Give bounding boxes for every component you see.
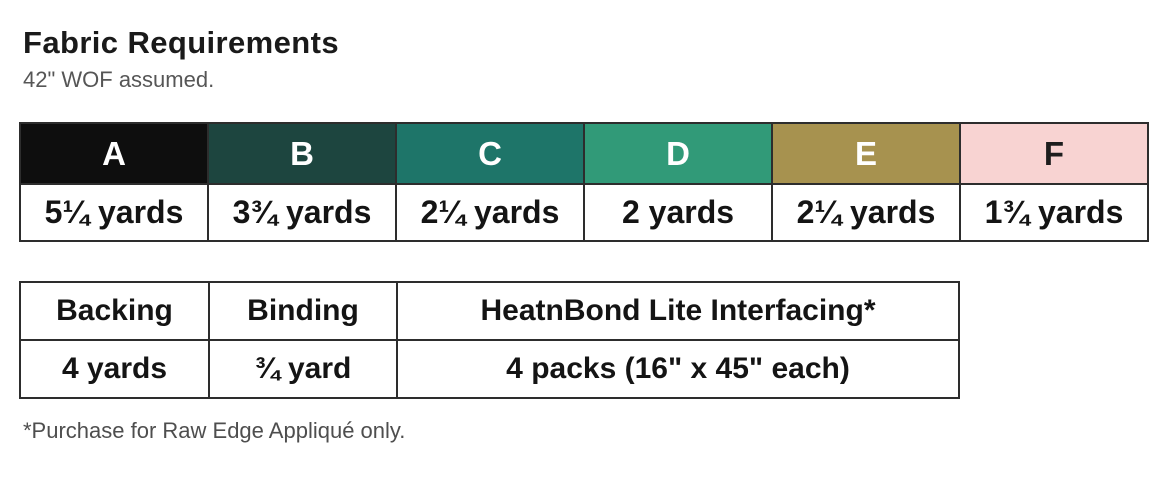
supplies-table: Backing Binding HeatnBond Lite Interfaci… bbox=[19, 281, 960, 400]
fabric-table-value-row: 5¼ yards 3¾ yards 2¼ yards 2 yards 2¼ ya… bbox=[19, 183, 1149, 243]
supplies-table-value-row: 4 yards ¾ yard 4 packs (16" x 45" each) bbox=[19, 339, 960, 400]
fabric-column-header-d: D bbox=[583, 122, 773, 186]
fabric-requirements-table: A B C D E F 5¼ yards 3¾ yards 2¼ yards 2… bbox=[19, 122, 1149, 243]
subtitle: 42" WOF assumed. bbox=[23, 67, 215, 93]
supplies-value-binding: ¾ yard bbox=[208, 339, 398, 400]
footnote: *Purchase for Raw Edge Appliqué only. bbox=[23, 418, 406, 444]
fabric-table-header-row: A B C D E F bbox=[19, 122, 1149, 186]
fabric-column-header-f: F bbox=[959, 122, 1149, 186]
supplies-value-interfacing: 4 packs (16" x 45" each) bbox=[396, 339, 960, 400]
supplies-table-header-row: Backing Binding HeatnBond Lite Interfaci… bbox=[19, 281, 960, 342]
supplies-value-backing: 4 yards bbox=[19, 339, 210, 400]
fabric-column-header-e: E bbox=[771, 122, 961, 186]
fabric-yardage-d: 2 yards bbox=[583, 183, 773, 243]
fabric-column-header-c: C bbox=[395, 122, 585, 186]
fabric-column-header-a: A bbox=[19, 122, 209, 186]
page: Fabric Requirements 42" WOF assumed. A B… bbox=[19, 25, 1149, 444]
supplies-header-binding: Binding bbox=[208, 281, 398, 342]
supplies-header-backing: Backing bbox=[19, 281, 210, 342]
fabric-yardage-e: 2¼ yards bbox=[771, 183, 961, 243]
fabric-yardage-b: 3¾ yards bbox=[207, 183, 397, 243]
fabric-yardage-a: 5¼ yards bbox=[19, 183, 209, 243]
page-title: Fabric Requirements bbox=[23, 25, 339, 60]
fabric-column-header-b: B bbox=[207, 122, 397, 186]
fabric-yardage-f: 1¾ yards bbox=[959, 183, 1149, 243]
fabric-yardage-c: 2¼ yards bbox=[395, 183, 585, 243]
supplies-header-interfacing: HeatnBond Lite Interfacing* bbox=[396, 281, 960, 342]
